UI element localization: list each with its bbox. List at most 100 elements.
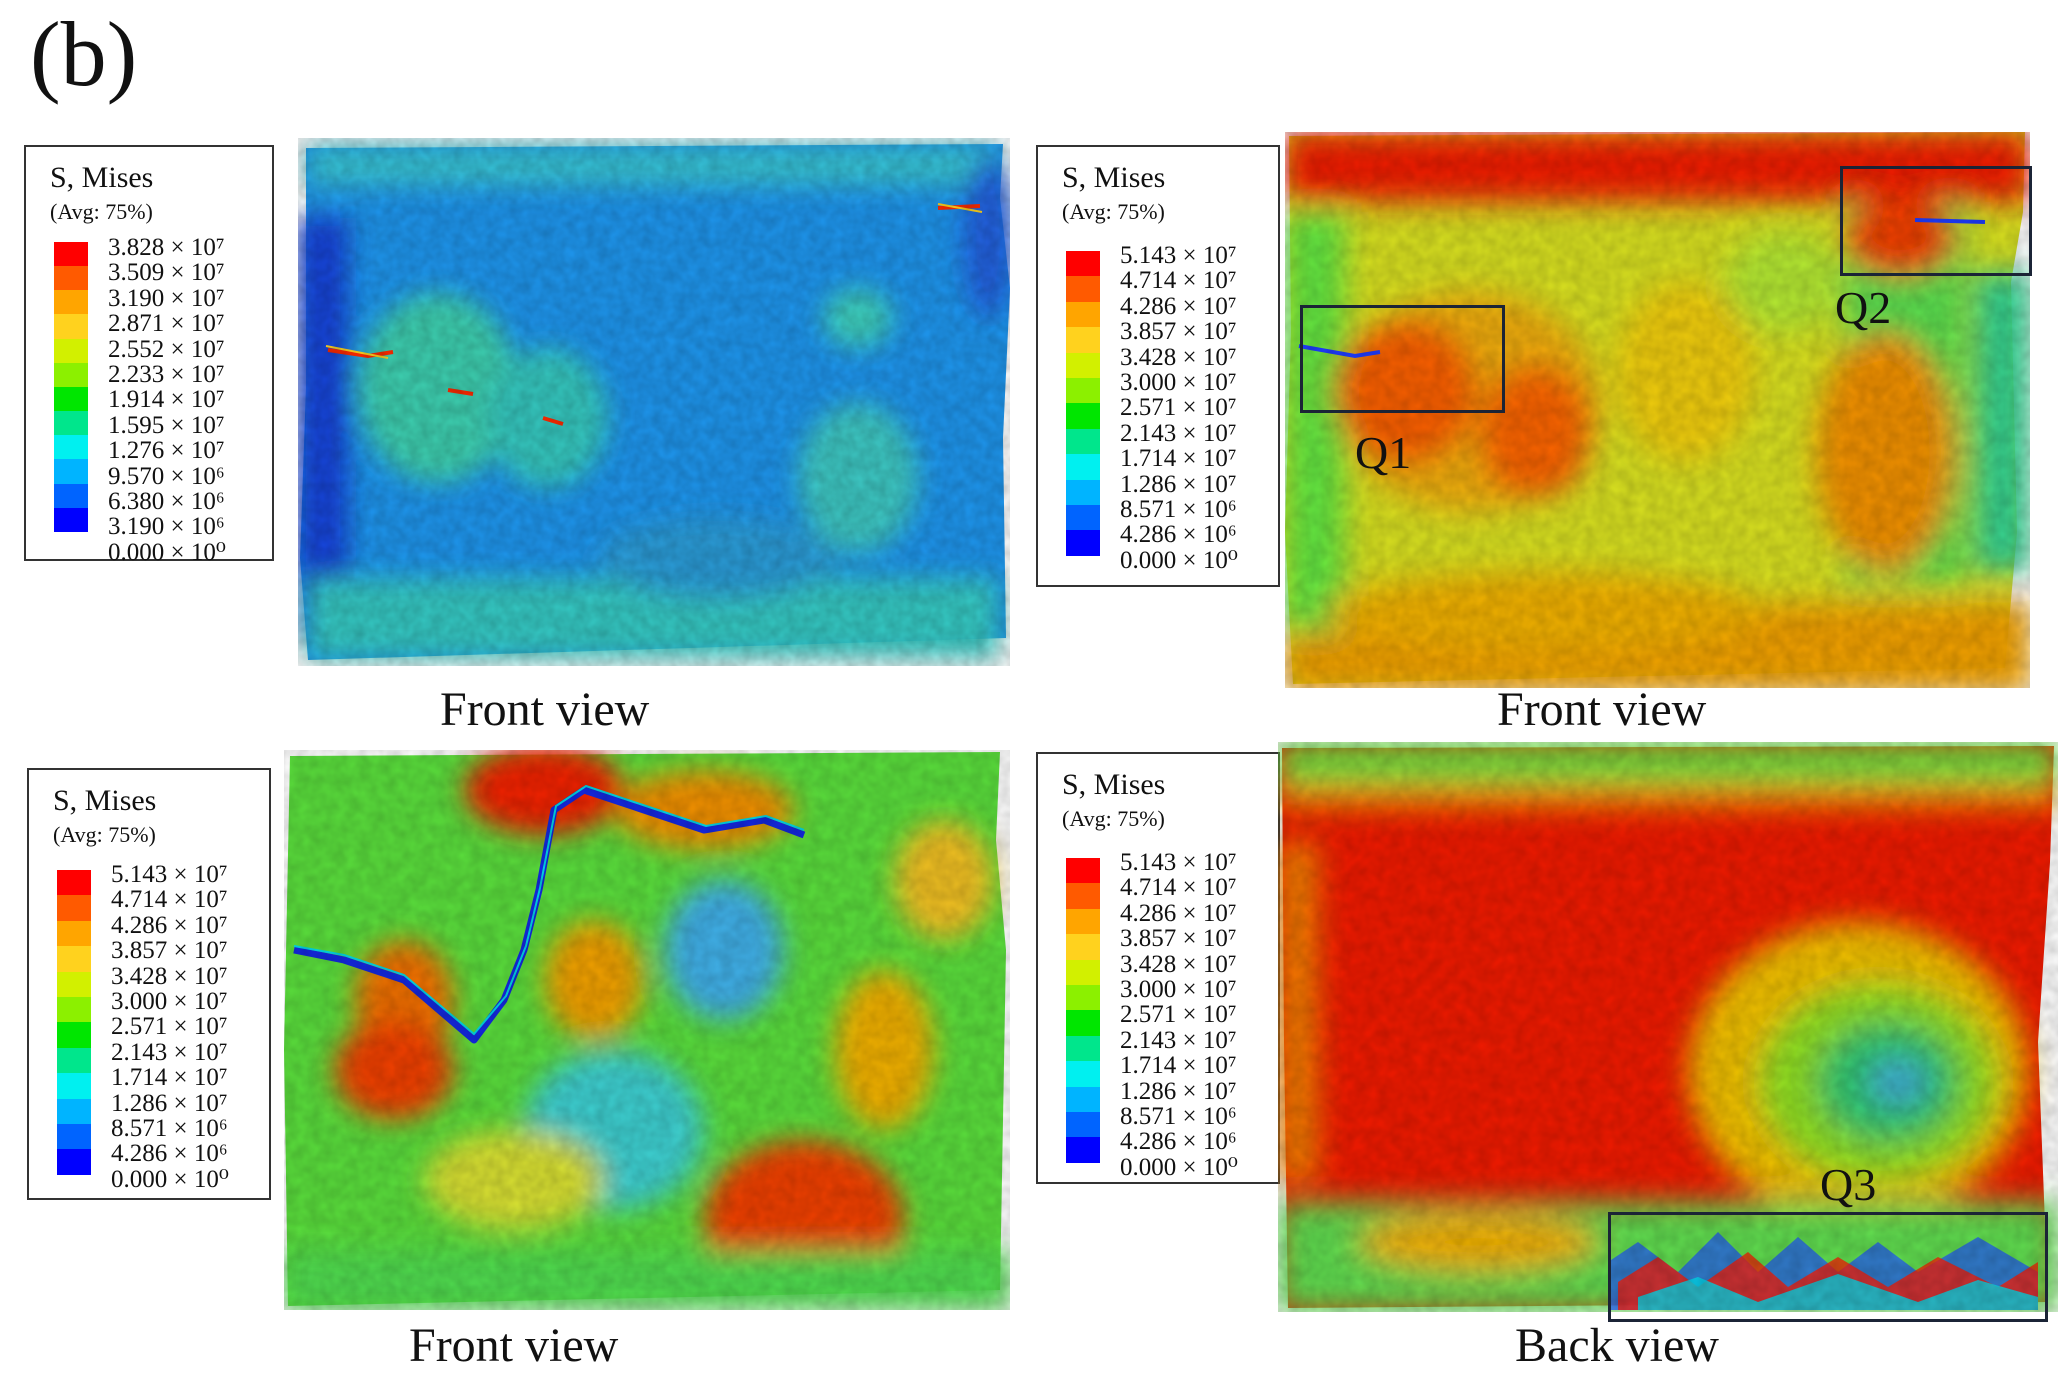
legend-avg: (Avg: 75%) bbox=[1062, 199, 1165, 224]
legend-value: 3.428 × 10⁷ bbox=[111, 962, 228, 990]
legend-colorbar bbox=[1066, 251, 1100, 556]
colorbar-segment bbox=[1066, 327, 1100, 353]
colorbar-segment bbox=[57, 1073, 91, 1099]
colorbar-segment bbox=[1066, 908, 1100, 935]
colorbar-segment bbox=[1066, 352, 1100, 379]
legend-values: 5.143 × 10⁷ 4.714 × 10⁷ 4.286 × 10⁷ 3.85… bbox=[1120, 243, 1238, 573]
colorbar-segment bbox=[54, 386, 88, 412]
colorbar-segment bbox=[1066, 505, 1100, 531]
caption-top-left: Front view bbox=[440, 683, 650, 736]
legend-title: S, Mises bbox=[53, 784, 157, 817]
colorbar-segment bbox=[54, 459, 88, 484]
colorbar-segment bbox=[1066, 1061, 1100, 1087]
caption-bottom-left: Front view bbox=[409, 1319, 619, 1372]
colorbar-segment bbox=[1066, 276, 1100, 302]
legend-value: 3.509 × 10⁷ bbox=[108, 259, 225, 287]
legend-value: 2.552 × 10⁷ bbox=[108, 335, 225, 363]
legend-value: 6.380 × 10⁶ bbox=[108, 487, 225, 515]
stress-map-bottom-left bbox=[284, 750, 1010, 1310]
legend-value: 0.000 × 10⁰ bbox=[111, 1165, 229, 1193]
colorbar-segment bbox=[1066, 959, 1100, 986]
legend-value: 1.595 × 10⁷ bbox=[108, 411, 225, 439]
zone-label-q3: Q3 bbox=[1820, 1159, 1877, 1210]
legend-value: 2.143 × 10⁷ bbox=[111, 1038, 228, 1066]
legend-value: 2.571 × 10⁷ bbox=[111, 1013, 228, 1041]
colorbar-segment bbox=[1066, 934, 1100, 960]
legend-value: 5.143 × 10⁷ bbox=[1120, 242, 1237, 269]
legend-value: 4.714 × 10⁷ bbox=[1120, 267, 1237, 295]
legend-title: S, Mises bbox=[1062, 161, 1166, 194]
colorbar-segment bbox=[1066, 428, 1100, 455]
colorbar-segment bbox=[54, 314, 88, 339]
colorbar-segment bbox=[1066, 985, 1100, 1011]
legend-value: 0.000 × 10⁰ bbox=[108, 538, 226, 566]
legend-value: 3.190 × 10⁷ bbox=[108, 284, 225, 312]
colorbar-segment bbox=[54, 242, 88, 267]
colorbar-segment bbox=[57, 895, 91, 921]
zone-box-q2 bbox=[1840, 166, 2032, 276]
legend-value: 3.828 × 10⁷ bbox=[108, 234, 225, 261]
legend-value: 8.571 × 10⁶ bbox=[1120, 1102, 1237, 1130]
legend-value: 5.143 × 10⁷ bbox=[111, 861, 228, 888]
caption-bottom-right: Back view bbox=[1515, 1319, 1719, 1372]
colorbar-segment bbox=[57, 1098, 91, 1125]
legend-value: 3.428 × 10⁷ bbox=[1120, 343, 1237, 371]
colorbar-segment bbox=[1066, 1086, 1100, 1113]
colorbar-segment bbox=[54, 483, 88, 508]
legend-value: 2.871 × 10⁷ bbox=[108, 310, 225, 338]
legend-value: 9.570 × 10⁶ bbox=[108, 462, 225, 490]
legend-value: 3.428 × 10⁷ bbox=[1120, 950, 1237, 978]
legend-value: 4.714 × 10⁷ bbox=[111, 886, 228, 914]
legend-value: 8.571 × 10⁶ bbox=[111, 1114, 228, 1142]
legend-value: 4.286 × 10⁷ bbox=[1120, 292, 1237, 320]
legend-value: 1.286 × 10⁷ bbox=[1120, 1077, 1237, 1105]
legend-value: 4.714 × 10⁷ bbox=[1120, 874, 1237, 902]
legend-value: 1.286 × 10⁷ bbox=[111, 1089, 228, 1117]
legend-value: 4.286 × 10⁶ bbox=[1120, 521, 1237, 549]
legend-values: 5.143 × 10⁷ 4.714 × 10⁷ 4.286 × 10⁷ 3.85… bbox=[111, 862, 229, 1192]
panel-label: (b) bbox=[30, 3, 138, 105]
legend-value: 4.286 × 10⁷ bbox=[1120, 899, 1237, 927]
legend-value: 3.857 × 10⁷ bbox=[111, 937, 228, 965]
colorbar-segment bbox=[57, 1047, 91, 1074]
legend-value: 3.857 × 10⁷ bbox=[1120, 925, 1237, 953]
colorbar-segment bbox=[57, 946, 91, 972]
legend-bottom-left: S, Mises (Avg: 75%) 5.143 × 10⁷ 4.714 × … bbox=[27, 768, 271, 1200]
legend-value: 2.571 × 10⁷ bbox=[1120, 394, 1237, 422]
legend-avg: (Avg: 75%) bbox=[53, 822, 156, 847]
stress-map-bottom-right bbox=[1278, 742, 2058, 1312]
colorbar-segment bbox=[57, 997, 91, 1023]
legend-value: 3.857 × 10⁷ bbox=[1120, 318, 1237, 346]
colorbar-segment bbox=[54, 266, 88, 291]
zone-box-q1 bbox=[1300, 305, 1505, 413]
legend-colorbar bbox=[57, 870, 91, 1175]
colorbar-segment bbox=[1066, 858, 1100, 884]
legend-title: S, Mises bbox=[50, 161, 154, 194]
legend-value: 5.143 × 10⁷ bbox=[1120, 849, 1237, 876]
colorbar-segment bbox=[54, 435, 88, 460]
colorbar-segment bbox=[1066, 378, 1100, 404]
legend-value: 0.000 × 10⁰ bbox=[1120, 1153, 1238, 1181]
legend-value: 2.571 × 10⁷ bbox=[1120, 1001, 1237, 1029]
legend-value: 3.000 × 10⁷ bbox=[1120, 975, 1237, 1003]
zone-label-q2: Q2 bbox=[1835, 282, 1892, 333]
colorbar-segment bbox=[1066, 1035, 1100, 1062]
legend-value: 1.714 × 10⁷ bbox=[111, 1064, 228, 1092]
zone-label-q1: Q1 bbox=[1355, 427, 1412, 478]
legend-value: 2.143 × 10⁷ bbox=[1120, 419, 1237, 447]
colorbar-segment bbox=[1066, 479, 1100, 506]
legend-values: 5.143 × 10⁷ 4.714 × 10⁷ 4.286 × 10⁷ 3.85… bbox=[1120, 850, 1238, 1180]
colorbar-segment bbox=[1066, 403, 1100, 429]
legend-avg: (Avg: 75%) bbox=[1062, 806, 1165, 831]
colorbar-segment bbox=[54, 290, 88, 315]
legend-value: 3.000 × 10⁷ bbox=[1120, 368, 1237, 396]
legend-top-left: S, Mises (Avg: 75%) 3.828 × 10⁷ 3.509 × … bbox=[24, 145, 274, 565]
legend-value: 4.286 × 10⁷ bbox=[111, 911, 228, 939]
legend-bottom-right: S, Mises (Avg: 75%) 5.143 × 10⁷ 4.714 × … bbox=[1036, 752, 1280, 1184]
legend-colorbar bbox=[1066, 858, 1100, 1163]
stress-map-top-right bbox=[1285, 132, 2030, 688]
legend-value: 4.286 × 10⁶ bbox=[1120, 1128, 1237, 1156]
colorbar-segment bbox=[1066, 1010, 1100, 1036]
legend-avg: (Avg: 75%) bbox=[50, 199, 153, 224]
colorbar-segment bbox=[1066, 883, 1100, 909]
